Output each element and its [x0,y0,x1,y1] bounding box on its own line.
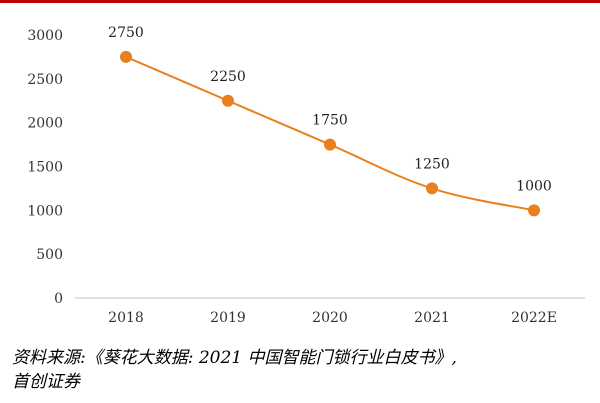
source-note: 资料来源:《葵花大数据: 2021 中国智能门锁行业白皮书》, 首创证券 [12,346,592,394]
y-tick-label: 2000 [27,116,63,132]
x-tick-label: 2022E [511,310,557,326]
y-tick-label: 3000 [27,28,63,44]
x-axis: 2018 2019 2020 2021 2022E [108,310,557,326]
x-tick-label: 2021 [414,310,450,326]
y-tick-label: 1500 [27,160,63,176]
source-line-2: 首创证券 [12,372,80,392]
series-line [125,55,535,212]
x-tick-label: 2020 [312,310,348,326]
data-point [528,204,540,217]
y-axis: 0 500 1000 1500 2000 2500 3000 [27,28,63,307]
top-rule [0,0,600,3]
data-point [120,50,132,63]
x-tick-label: 2019 [210,310,246,326]
data-labels: 2750 2250 1750 1250 1000 [108,25,552,194]
data-point [324,138,336,151]
x-tick-label: 2018 [108,310,144,326]
line-chart: 0 500 1000 1500 2000 2500 3000 2018 2019 2020 202… [27,25,585,326]
data-label: 1750 [312,113,348,129]
data-label: 2750 [108,25,144,41]
source-line-1: 资料来源:《葵花大数据: 2021 中国智能门锁行业白皮书》, [12,348,457,368]
data-label: 1000 [516,178,552,194]
y-tick-label: 0 [54,291,63,307]
data-point [426,182,438,195]
y-tick-label: 2500 [27,72,63,88]
y-tick-label: 500 [36,247,63,263]
data-label: 1250 [414,156,450,172]
data-point [222,94,234,107]
y-tick-label: 1000 [27,203,63,219]
data-points [120,50,540,217]
data-label: 2250 [210,69,246,85]
